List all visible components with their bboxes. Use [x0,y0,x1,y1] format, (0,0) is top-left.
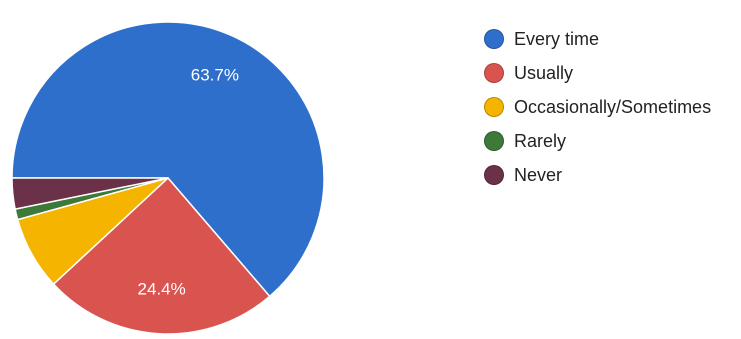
slice-label-every-time: 63.7% [191,65,239,84]
pie-slice-usually [52,176,271,335]
legend-label-usually: Usually [514,62,574,83]
legend-swatch-rarely [484,131,504,151]
legend-item-never: Never [484,158,711,192]
slice-label-usually: 24.4% [138,280,186,299]
legend-swatch-usually [484,63,504,83]
legend-label-rarely: Rarely [514,130,567,151]
chart-legend: Every time Usually Occasionally/Sometimes R… [484,22,711,192]
legend-label-occasionally-sometimes: Occasionally/Sometimes [514,96,712,117]
pie-slice-labels: 63.7% 24.4% [138,65,239,298]
legend-item-rarely: Rarely [484,124,711,158]
legend-label-never: Never [514,164,563,185]
pie-slice-never [11,177,169,211]
legend-item-occasionally-sometimes: Occasionally/Sometimes [484,90,711,124]
legend-swatch-every-time [484,29,504,49]
legend-item-every-time: Every time [484,22,711,56]
pie-slices [11,21,325,335]
pie-slice-every-time [11,21,325,298]
legend-item-usually: Usually [484,56,711,90]
legend-label-every-time: Every time [514,28,600,49]
legend-swatch-occasionally-sometimes [484,97,504,117]
legend-swatch-never [484,165,504,185]
